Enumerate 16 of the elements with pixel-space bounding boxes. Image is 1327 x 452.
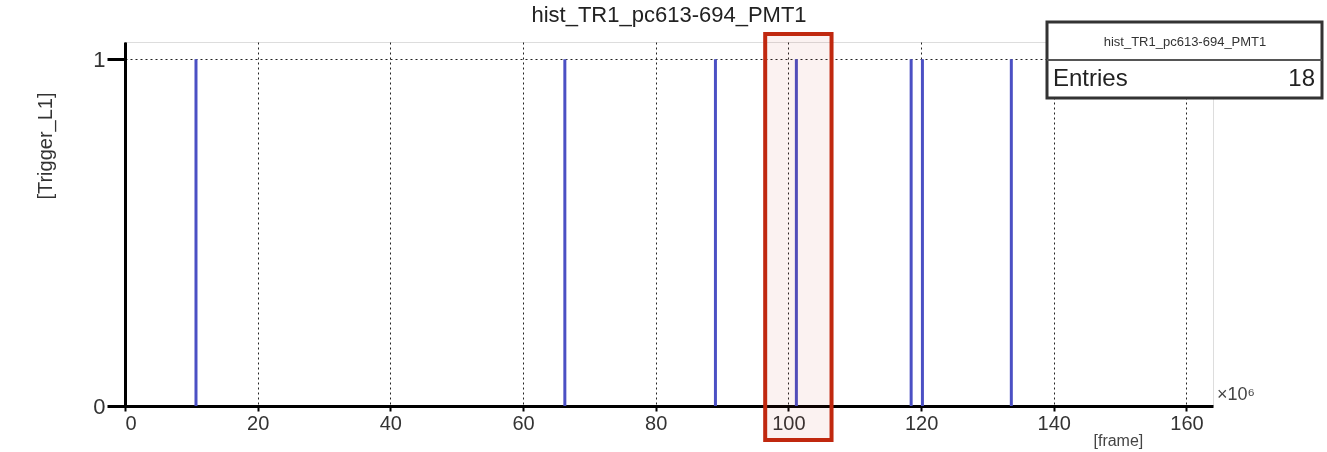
x-axis-title: [frame] [1093, 431, 1144, 449]
y-axis-title: [Trigger_L1] [33, 92, 57, 200]
annotation: hist_TR1_pc613-694_PMT1 [1103, 34, 1267, 49]
x-tick-label: 80 [645, 411, 668, 434]
x-tick-label: 40 [379, 411, 402, 434]
text: Entries 18 [1053, 64, 1315, 91]
x-tick-label: 100 [772, 411, 806, 434]
y-tick-label: 1 [93, 46, 106, 72]
x-tick-label: 60 [512, 411, 535, 434]
x-tick-label: 120 [904, 411, 939, 434]
text: ×10⁶ [1217, 384, 1255, 404]
x-tick-label: 140 [1037, 411, 1071, 434]
x-tick-label: 160 [1170, 411, 1204, 434]
x-tick-label: 0 [125, 411, 137, 434]
chart-title: hist_TR1_pc613-694_PMT1 [531, 2, 807, 27]
x-tick-label: 20 [247, 411, 270, 434]
